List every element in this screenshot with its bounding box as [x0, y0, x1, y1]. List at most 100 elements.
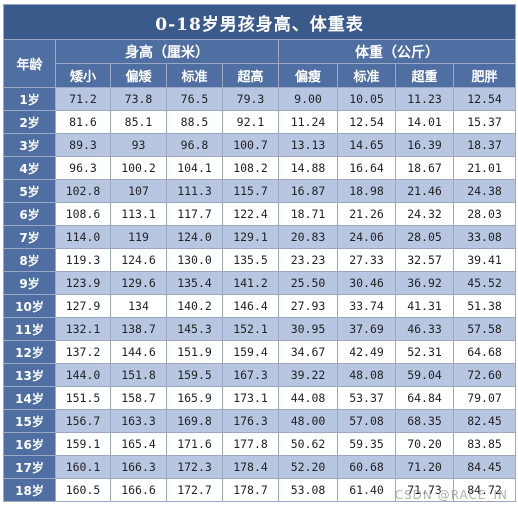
- weight-value-cell: 84.72: [452, 478, 517, 502]
- height-value-cell: 129.1: [222, 225, 279, 249]
- weight-value-cell: 71.20: [395, 455, 454, 479]
- age-cell: 13岁: [3, 363, 56, 387]
- height-value-cell: 160.1: [55, 455, 111, 479]
- weight-value-cell: 39.22: [278, 363, 338, 387]
- height-value-cell: 160.5: [55, 478, 111, 502]
- weight-value-cell: 15.37: [452, 110, 517, 134]
- height-value-cell: 145.3: [166, 317, 223, 341]
- height-value-cell: 92.1: [222, 110, 279, 134]
- table-row: 2岁 81.6 85.1 88.5 92.1 11.24 12.54 14.01 15.37: [3, 110, 517, 134]
- height-value-cell: 127.9: [55, 294, 111, 318]
- height-value-cell: 119.3: [55, 248, 111, 272]
- height-value-cell: 159.4: [222, 340, 279, 364]
- table-row: 11岁 132.1 138.7 145.3 152.1 30.95 37.69 46.33 57…: [3, 317, 517, 341]
- age-cell: 9岁: [3, 271, 56, 295]
- table-row: 1岁 71.2 73.8 76.5 79.3 9.00 10.05 11.23 12.54: [3, 87, 517, 111]
- weight-value-cell: 48.08: [337, 363, 396, 387]
- weight-value-cell: 12.54: [337, 110, 396, 134]
- weight-value-cell: 27.33: [337, 248, 396, 272]
- weight-value-cell: 25.50: [278, 271, 338, 295]
- table-row: 14岁 151.5 158.7 165.9 173.1 44.08 53.37 64.84 79…: [3, 386, 517, 410]
- table-body: 0-18岁男孩身高、体重表 年龄 身高（厘米） 体重（公斤） 矮小 偏矮 标准 …: [2, 4, 517, 502]
- weight-value-cell: 18.67: [395, 156, 454, 180]
- weight-group-header: 体重（公斤）: [277, 39, 517, 64]
- height-value-cell: 176.3: [222, 409, 279, 433]
- age-cell: 1岁: [3, 87, 56, 111]
- height-value-cell: 119: [110, 225, 167, 249]
- height-value-cell: 158.7: [110, 386, 167, 410]
- weight-value-cell: 52.31: [395, 340, 454, 364]
- table-row: 10岁 127.9 134 140.2 146.4 27.93 33.74 41.31 51.3…: [3, 294, 517, 318]
- age-cell: 8岁: [3, 248, 56, 272]
- height-value-cell: 151.9: [166, 340, 223, 364]
- height-value-cell: 107: [110, 179, 167, 203]
- weight-value-cell: 72.60: [452, 363, 517, 387]
- height-value-cell: 115.7: [222, 179, 279, 203]
- height-value-cell: 130.0: [166, 248, 223, 272]
- header-row-columns: 矮小 偏矮 标准 超高 偏瘦 标准 超重 肥胖: [4, 63, 517, 88]
- height-value-cell: 108.6: [55, 202, 111, 226]
- height-value-cell: 96.3: [55, 156, 111, 180]
- weight-value-cell: 57.08: [337, 409, 396, 433]
- table-title: 0-18岁男孩身高、体重表: [2, 4, 517, 40]
- weight-value-cell: 84.45: [452, 455, 517, 479]
- weight-value-cell: 82.45: [452, 409, 517, 433]
- weight-value-cell: 11.24: [278, 110, 338, 134]
- age-cell: 3岁: [3, 133, 56, 157]
- height-value-cell: 146.4: [222, 294, 279, 318]
- weight-value-cell: 64.68: [452, 340, 517, 364]
- weight-value-cell: 48.00: [278, 409, 338, 433]
- weight-value-cell: 39.41: [452, 248, 517, 272]
- weight-value-cell: 64.84: [395, 386, 454, 410]
- weight-value-cell: 53.08: [278, 478, 338, 502]
- height-value-cell: 172.3: [166, 455, 223, 479]
- weight-col-header: 超重: [395, 63, 454, 88]
- height-value-cell: 96.8: [166, 133, 223, 157]
- weight-value-cell: 59.35: [337, 432, 396, 456]
- age-cell: 4岁: [3, 156, 56, 180]
- weight-value-cell: 21.26: [337, 202, 396, 226]
- weight-value-cell: 46.33: [395, 317, 454, 341]
- height-value-cell: 117.7: [166, 202, 223, 226]
- height-value-cell: 76.5: [166, 87, 223, 111]
- weight-value-cell: 30.46: [337, 271, 396, 295]
- height-value-cell: 171.6: [166, 432, 223, 456]
- weight-value-cell: 13.13: [278, 133, 338, 157]
- height-value-cell: 159.5: [166, 363, 223, 387]
- weight-value-cell: 20.83: [278, 225, 338, 249]
- height-value-cell: 159.1: [55, 432, 111, 456]
- title-row: 0-18岁男孩身高、体重表: [2, 4, 517, 40]
- height-value-cell: 114.0: [55, 225, 111, 249]
- weight-value-cell: 53.37: [337, 386, 396, 410]
- table-row: 6岁 108.6 113.1 117.7 122.4 18.71 21.26 24.32 28.…: [3, 202, 517, 226]
- growth-table: 0-18岁男孩身高、体重表 年龄 身高（厘米） 体重（公斤） 矮小 偏矮 标准 …: [2, 4, 517, 502]
- weight-value-cell: 23.23: [278, 248, 338, 272]
- height-value-cell: 135.4: [166, 271, 223, 295]
- height-col-header: 偏矮: [110, 63, 167, 88]
- weight-value-cell: 28.03: [452, 202, 517, 226]
- weight-value-cell: 57.58: [452, 317, 517, 341]
- height-value-cell: 177.8: [222, 432, 279, 456]
- table-row: 16岁 159.1 165.4 171.6 177.8 50.62 59.35 70.20 83…: [3, 432, 517, 456]
- height-value-cell: 88.5: [166, 110, 223, 134]
- height-value-cell: 79.3: [222, 87, 279, 111]
- weight-value-cell: 28.05: [395, 225, 454, 249]
- weight-value-cell: 61.40: [337, 478, 396, 502]
- weight-value-cell: 33.08: [452, 225, 517, 249]
- weight-value-cell: 32.57: [395, 248, 454, 272]
- weight-value-cell: 9.00: [278, 87, 338, 111]
- height-value-cell: 151.8: [110, 363, 167, 387]
- height-col-header: 超高: [222, 63, 279, 88]
- height-value-cell: 81.6: [55, 110, 111, 134]
- height-value-cell: 152.1: [222, 317, 279, 341]
- height-value-cell: 113.1: [110, 202, 167, 226]
- height-value-cell: 167.3: [222, 363, 279, 387]
- table-row: 13岁 144.0 151.8 159.5 167.3 39.22 48.08 59.04 72…: [3, 363, 517, 387]
- weight-value-cell: 59.04: [395, 363, 454, 387]
- weight-value-cell: 30.95: [278, 317, 338, 341]
- height-value-cell: 166.6: [110, 478, 167, 502]
- table-row: 17岁 160.1 166.3 172.3 178.4 52.20 60.68 71.20 84…: [3, 455, 517, 479]
- height-value-cell: 178.7: [222, 478, 279, 502]
- weight-value-cell: 68.35: [395, 409, 454, 433]
- height-value-cell: 135.5: [222, 248, 279, 272]
